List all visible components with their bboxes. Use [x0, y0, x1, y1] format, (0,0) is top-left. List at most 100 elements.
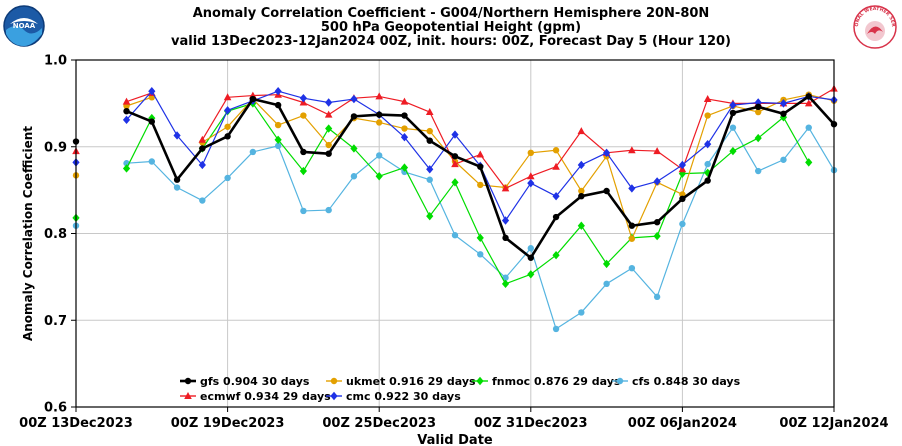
data-point-fnmoc	[451, 178, 459, 187]
legend-marker	[184, 377, 192, 385]
noaa-logo-icon: NOAA	[3, 5, 45, 47]
data-point-fnmoc	[754, 133, 762, 143]
data-point-cfs	[755, 167, 762, 175]
data-point-cmc	[653, 177, 661, 186]
data-point-gfs	[199, 145, 206, 152]
data-point-ecmwf	[703, 95, 712, 103]
data-point-cmc	[628, 184, 636, 193]
data-point-gfs	[704, 177, 711, 184]
data-point-fnmoc	[476, 233, 484, 243]
data-point-cfs	[704, 160, 711, 168]
data-point-gfs	[325, 150, 332, 157]
legend-marker	[476, 376, 484, 386]
data-point-cmc	[501, 216, 510, 225]
noaa-logo-text: NOAA	[13, 22, 36, 30]
data-point-fnmoc	[299, 166, 307, 176]
data-point-fnmoc	[577, 221, 585, 230]
data-point-ecmwf	[501, 184, 510, 192]
data-point-cmc	[426, 165, 434, 174]
data-point-cmc	[173, 131, 181, 140]
data-point-cfs	[224, 174, 231, 182]
data-point-cfs	[199, 197, 206, 204]
chart-subtitle: 500 hPa Geopotential Height (gpm)	[320, 20, 582, 35]
data-point-gfs	[123, 107, 130, 115]
data-point-cfs	[249, 148, 257, 156]
data-point-ukmet	[578, 187, 585, 195]
data-point-cfs	[679, 220, 686, 228]
data-point-gfs	[300, 148, 307, 156]
data-point-cfs	[780, 156, 787, 163]
legend-label: fnmoc 0.876 29 days	[492, 375, 621, 388]
data-point-fnmoc	[400, 163, 409, 172]
legend-marker	[330, 391, 338, 401]
data-point-gfs	[401, 112, 408, 119]
data-point-cmc	[400, 133, 409, 142]
legend-marker	[616, 377, 624, 385]
data-point-cmc	[527, 178, 535, 188]
x-tick-label: 00Z 31Dec2023	[474, 416, 588, 431]
data-point-gfs	[527, 254, 534, 261]
data-point-gfs	[729, 109, 737, 117]
data-point-cmc	[704, 139, 712, 149]
data-point-fnmoc	[603, 259, 611, 269]
data-point-cfs	[527, 245, 534, 252]
data-point-fnmoc	[527, 270, 535, 279]
data-point-cfs	[729, 124, 737, 131]
legend-entry-fnmoc: fnmoc 0.876 29 days	[472, 375, 621, 388]
data-point-ukmet	[224, 123, 231, 130]
legend-label: cmc 0.922 30 days	[346, 390, 461, 403]
data-point-ukmet	[527, 149, 534, 157]
data-point-ukmet	[704, 112, 711, 119]
data-point-fnmoc	[122, 164, 131, 173]
y-tick-label: 0.7	[44, 314, 67, 329]
data-point-gfs	[426, 137, 433, 144]
data-point-cmc	[148, 87, 156, 96]
data-point-ukmet	[300, 112, 307, 119]
x-axis-label: Valid Date	[417, 433, 493, 446]
data-point-ecmwf	[552, 162, 560, 170]
data-point-cmc	[122, 115, 131, 125]
data-point-cfs	[451, 232, 459, 239]
data-point-cfs	[376, 152, 383, 159]
data-point-ecmwf	[628, 146, 636, 154]
data-point-cmc	[451, 130, 459, 139]
data-point-ecmwf	[653, 147, 661, 155]
data-point-ecmwf	[400, 97, 409, 105]
data-point-gfs	[376, 111, 383, 118]
data-point-gfs	[249, 95, 257, 103]
series-line-fnmoc	[125, 117, 153, 169]
legend-label: ukmet 0.916 29 days	[346, 375, 476, 388]
data-point-cfs	[578, 309, 585, 316]
data-point-fnmoc	[274, 135, 282, 145]
data-point-cmc	[224, 106, 232, 115]
data-point-cmc	[552, 191, 560, 201]
x-tick-label: 00Z 13Dec2023	[19, 416, 133, 431]
data-point-gfs	[173, 176, 181, 183]
data-point-ecmwf	[122, 97, 131, 105]
data-point-gfs	[274, 101, 282, 109]
plot-frame	[75, 59, 835, 408]
data-point-ecmwf	[198, 135, 207, 143]
data-point-ukmet	[628, 235, 636, 242]
y-tick-label: 0.6	[44, 401, 67, 416]
data-point-cmc	[729, 100, 737, 110]
data-point-gfs	[552, 213, 560, 221]
data-point-ecmwf	[451, 160, 459, 168]
data-point-ukmet	[401, 125, 408, 132]
y-tick-label: 0.9	[44, 140, 67, 155]
data-point-fnmoc	[805, 158, 813, 167]
data-point-fnmoc	[350, 144, 358, 153]
data-point-cfs	[173, 184, 181, 191]
legend-entry-cfs: cfs 0.848 30 days	[612, 375, 741, 388]
series-line-ecmwf	[126, 92, 152, 103]
data-point-ukmet	[274, 121, 282, 129]
y-tick-label: 1.0	[44, 54, 67, 69]
x-tick-label: 00Z 12Jan2024	[779, 416, 888, 431]
y-axis-label: Anomaly Correlation Coefficient	[21, 126, 35, 341]
legend-label: cfs 0.848 30 days	[632, 375, 741, 388]
data-point-gfs	[805, 93, 812, 100]
data-point-fnmoc	[426, 211, 434, 221]
legend-marker	[330, 377, 338, 385]
series-line-ukmet	[202, 94, 835, 240]
